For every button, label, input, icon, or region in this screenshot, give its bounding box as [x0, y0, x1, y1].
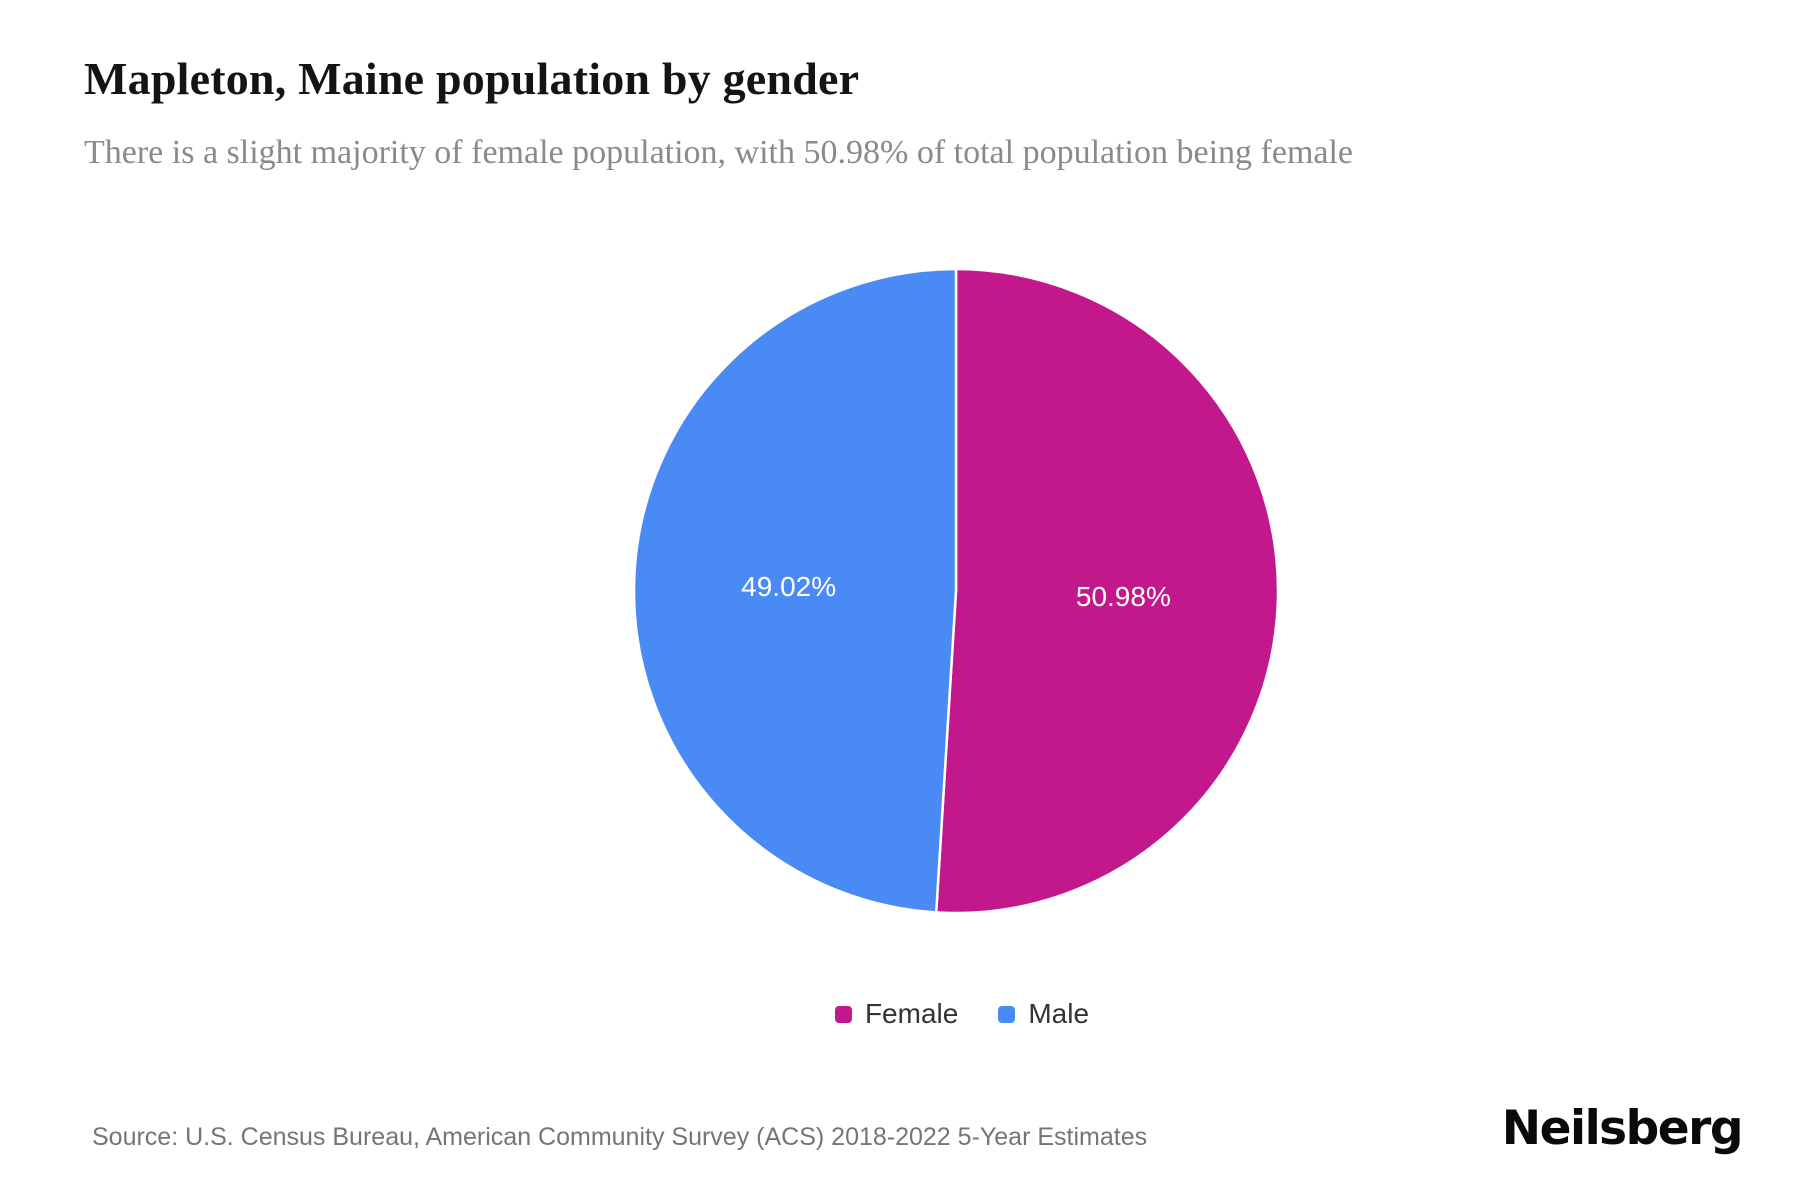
pie-label-male: 49.02%: [741, 571, 836, 602]
chart-title: Mapleton, Maine population by gender: [84, 53, 860, 104]
pie-slice-female[interactable]: [934, 267, 1280, 915]
legend-label-female: Female: [864, 998, 959, 1029]
footer: Source: U.S. Census Bureau, American Com…: [92, 1101, 1744, 1156]
legend-marker-male: [998, 1005, 1016, 1023]
legend-marker-female: [834, 1005, 852, 1023]
legend-item-male[interactable]: Male: [998, 998, 1089, 1030]
legend-label-male: Male: [1028, 998, 1090, 1029]
legend-item-female[interactable]: Female: [834, 998, 959, 1030]
source-note: Source: U.S. Census Bureau, American Com…: [92, 1123, 1148, 1151]
pie-chart: 50.98% 49.02%: [632, 267, 1280, 915]
legend: Female Male: [62, 998, 1800, 1030]
pie-slice-male[interactable]: [632, 267, 958, 914]
brand-logo: Neilsberg: [1501, 1101, 1744, 1156]
pie-chart-area: 50.98% 49.02%: [623, 258, 1289, 924]
pie-label-female: 50.98%: [1076, 581, 1171, 612]
chart-subtitle: There is a slight majority of female pop…: [84, 134, 1354, 171]
